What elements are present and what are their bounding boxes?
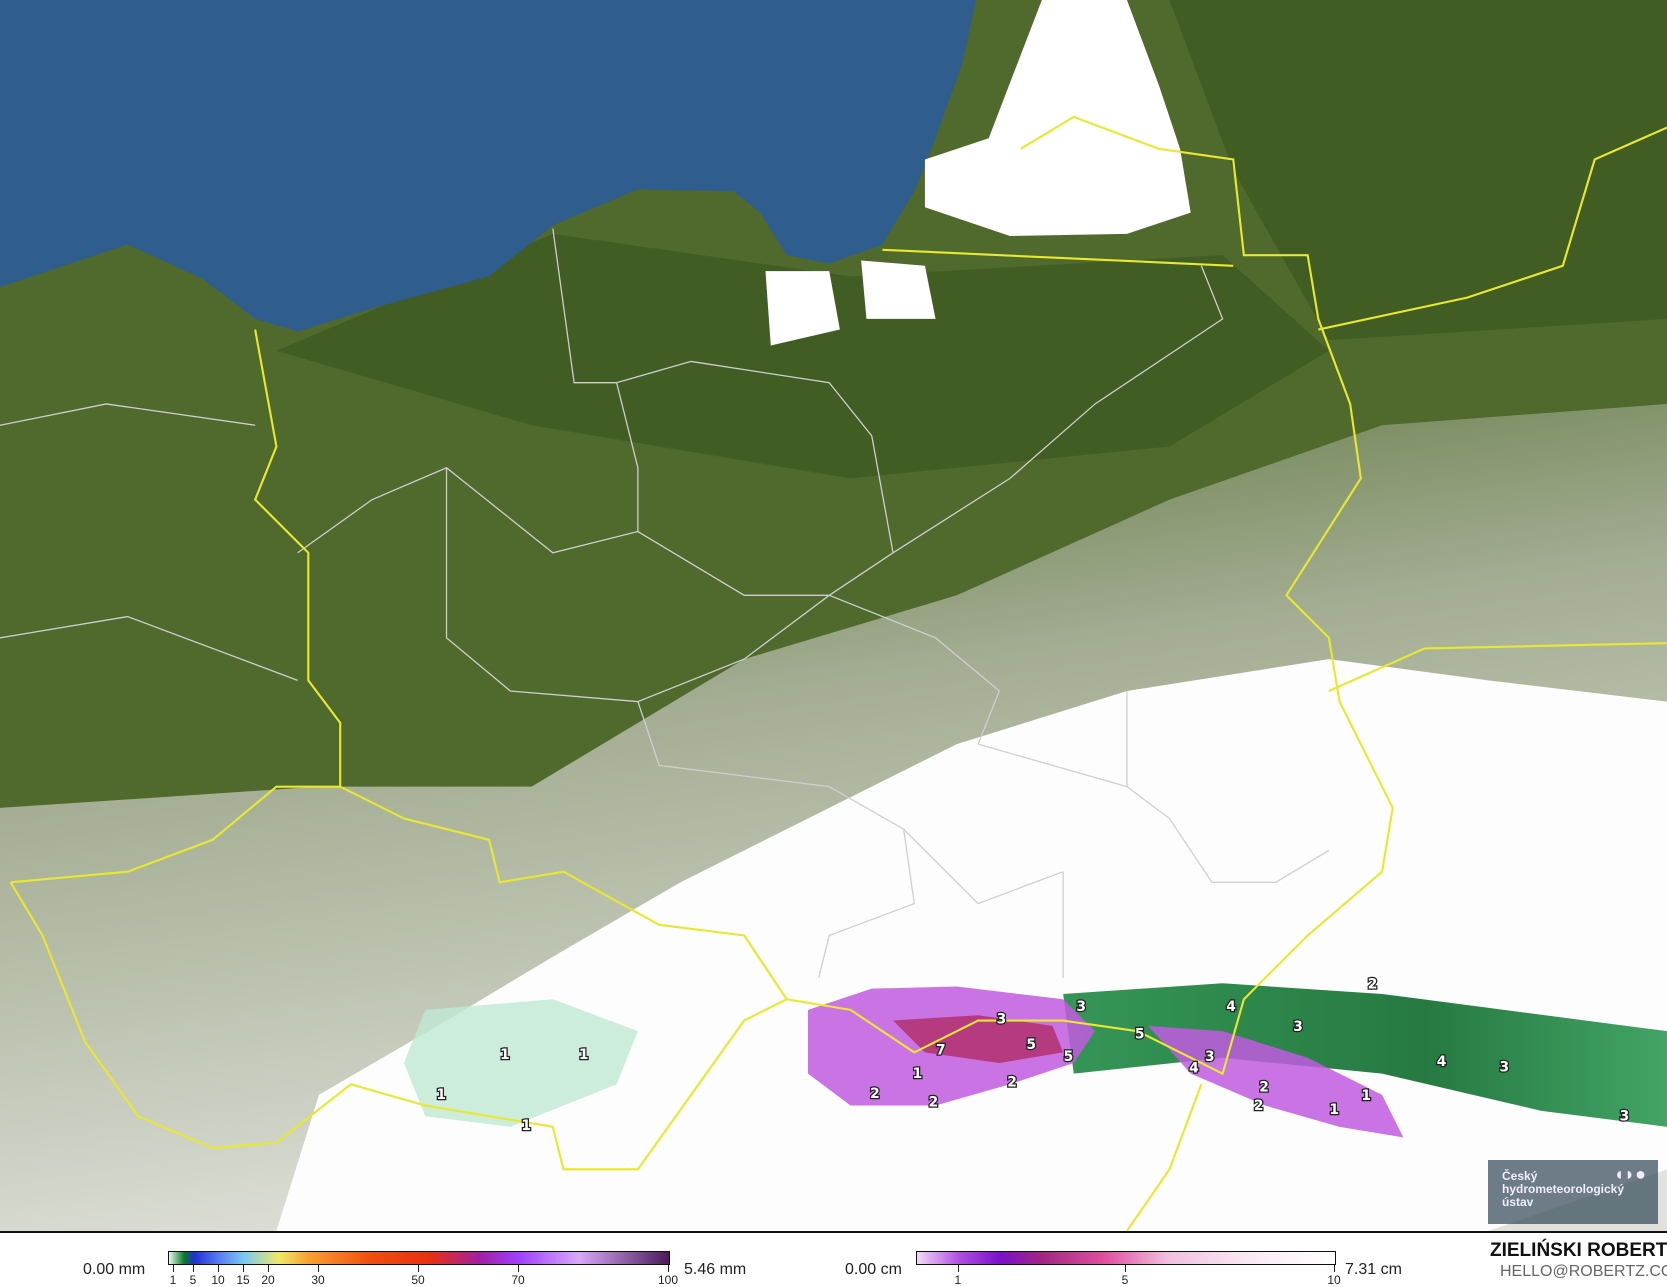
- precip-value-label: 1: [1329, 1102, 1339, 1118]
- legend-tick: [668, 1265, 669, 1272]
- sea: [0, 0, 976, 332]
- precip-value-label: 3: [1620, 1108, 1630, 1124]
- precip-colorbar: [168, 1251, 670, 1265]
- precip-value-label: 3: [1205, 1049, 1215, 1065]
- country-borders: [9, 115, 1667, 1231]
- logo-line-1: Český: [1502, 1169, 1538, 1183]
- precip-value-label: 1: [1361, 1088, 1371, 1104]
- precip-value-label: 4: [1226, 999, 1236, 1015]
- legend-tick-label: 10: [1327, 1273, 1341, 1287]
- legend-tick: [518, 1265, 519, 1272]
- precip-value-label: 2: [1368, 977, 1378, 993]
- legend-tick: [1334, 1265, 1335, 1272]
- precip-value-label: 2: [929, 1095, 939, 1111]
- legend-tick-label: 50: [411, 1273, 425, 1287]
- precip-value-label: 1: [500, 1047, 510, 1063]
- legend-tick-label: 15: [236, 1273, 250, 1287]
- precip-min-label: 0.00 mm: [83, 1261, 146, 1278]
- legend-tick-label: 5: [189, 1273, 197, 1287]
- precip-value-label: 5: [1135, 1027, 1145, 1043]
- snow-colorbar: [916, 1251, 1336, 1265]
- author-name: ZIELIŃSKI ROBERT: [1490, 1240, 1667, 1261]
- author-email: HELLO@ROBERTZ.CO: [1500, 1263, 1667, 1280]
- logo-line-2: hydrometeorologický: [1502, 1182, 1625, 1196]
- precip-value-label: 4: [1437, 1054, 1447, 1070]
- snow-max-label: 7.31 cm: [1345, 1261, 1402, 1278]
- legend-tick-label: 5: [1121, 1273, 1129, 1287]
- precip-value-label: 3: [1076, 999, 1086, 1015]
- precip-value-label: 3: [1293, 1019, 1303, 1035]
- legend-tick: [1125, 1265, 1126, 1272]
- north-snow: [765, 0, 1191, 346]
- legend-tick-label: 10: [211, 1273, 225, 1287]
- legend-tick-label: 100: [657, 1273, 679, 1287]
- precip-max-label: 5.46 mm: [684, 1261, 747, 1278]
- precip-value-label: 2: [870, 1086, 880, 1102]
- legend-tick-label: 1: [169, 1273, 177, 1287]
- precip-value-label: 1: [521, 1118, 531, 1134]
- precip-light-green: [403, 999, 638, 1127]
- precip-value-label: 5: [1064, 1049, 1074, 1065]
- precip-value-label: 4: [1189, 1061, 1199, 1077]
- precip-green-band: [1063, 983, 1667, 1127]
- legend-tick-label: 70: [511, 1273, 525, 1287]
- precip-value-label: 1: [579, 1047, 589, 1063]
- snowfall-magenta: [893, 1015, 1064, 1064]
- precip-value-label: 1: [913, 1066, 923, 1082]
- legend-tick: [418, 1265, 419, 1272]
- precip-value-label: 1: [436, 1087, 446, 1103]
- precip-value-label: 2: [1007, 1074, 1017, 1090]
- logo-line-3: ústav: [1502, 1195, 1534, 1209]
- legend-tick: [318, 1265, 319, 1272]
- legend-tick-label: 1: [954, 1273, 962, 1287]
- precip-value-label: 3: [997, 1012, 1007, 1028]
- legend-tick: [243, 1265, 244, 1272]
- legend-tick-label: 20: [261, 1273, 275, 1287]
- chmi-logo-mark: ◖◗●: [1613, 1164, 1646, 1184]
- legend-tick: [218, 1265, 219, 1272]
- forest-patches: [276, 0, 1667, 479]
- legend-tick: [193, 1265, 194, 1272]
- snow-min-label: 0.00 cm: [845, 1261, 902, 1278]
- region-borders: [0, 228, 1330, 979]
- precip-value-label: 2: [1259, 1080, 1269, 1096]
- legend-tick: [957, 1265, 959, 1272]
- chmi-logo: ◖◗● Český hydrometeorologický ústav: [1488, 1160, 1658, 1224]
- precip-value-label: 2: [1254, 1098, 1264, 1114]
- precip-value-label: 3: [1500, 1060, 1510, 1076]
- precip-value-label: 7: [936, 1043, 946, 1059]
- legend-tick: [268, 1265, 269, 1272]
- legend-tick-label: 30: [311, 1273, 325, 1287]
- precip-value-label: 5: [1026, 1037, 1036, 1053]
- legend-tick: [173, 1265, 174, 1272]
